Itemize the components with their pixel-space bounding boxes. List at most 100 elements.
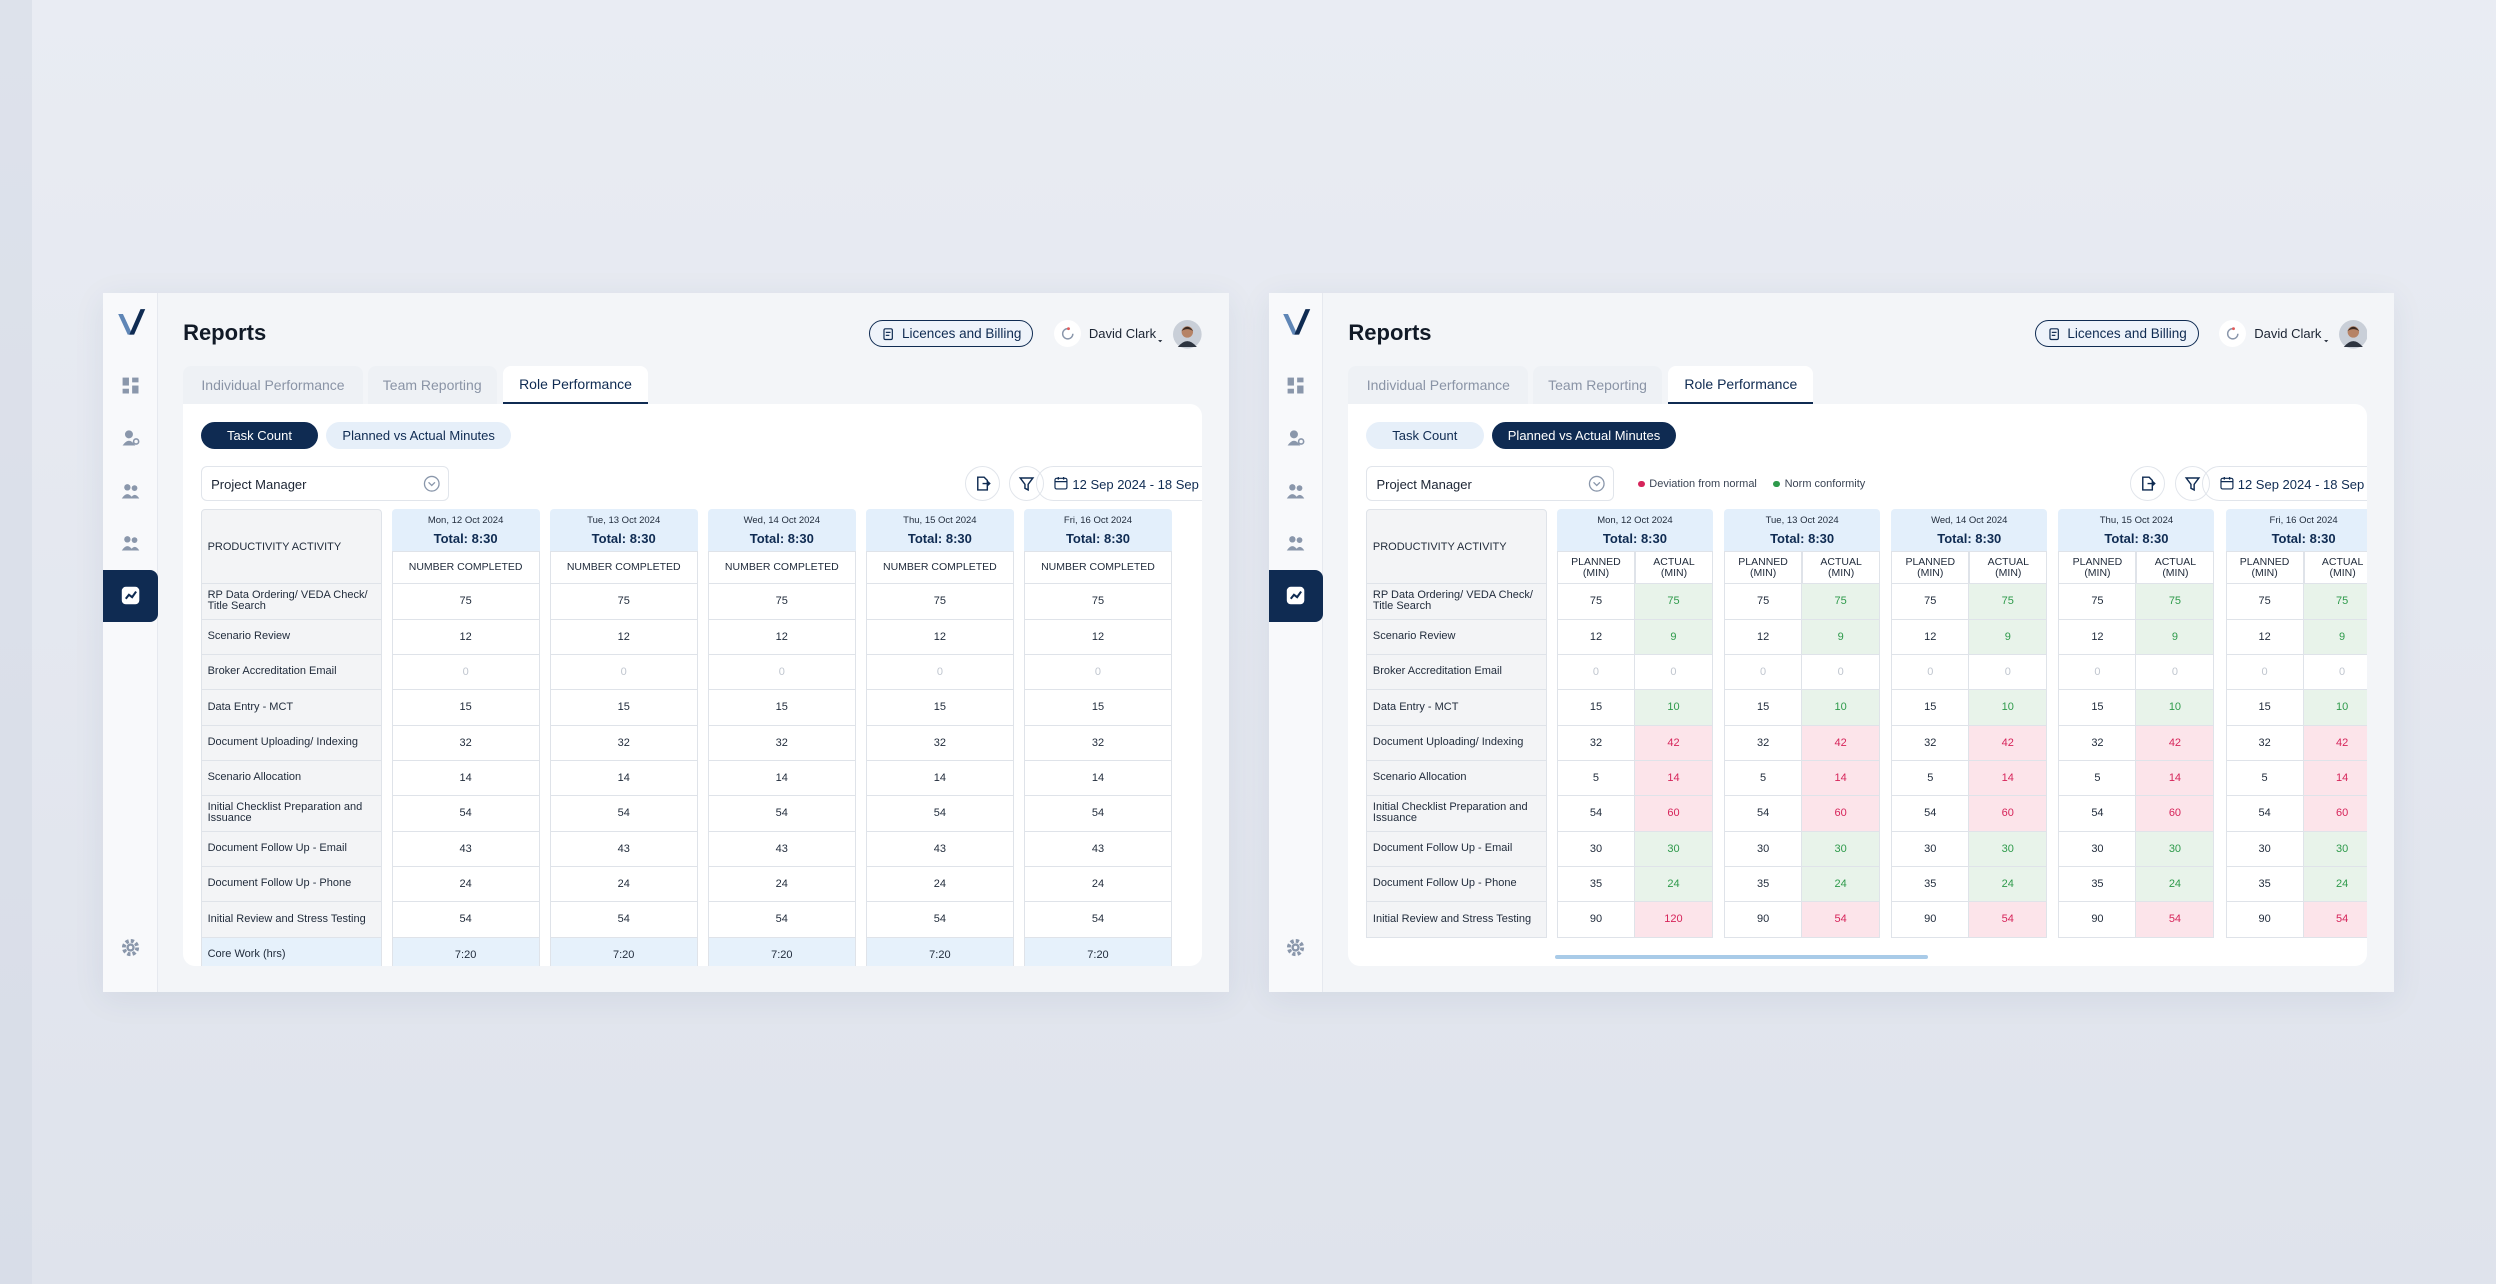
icon-part xyxy=(2347,326,2359,332)
tab-active[interactable]: Role Performance xyxy=(503,366,648,405)
nav-user[interactable] xyxy=(121,428,140,447)
logo xyxy=(115,306,147,341)
refresh-icon xyxy=(1059,325,1077,343)
icon-part xyxy=(1178,341,1198,348)
icon xyxy=(2184,477,2200,492)
export-icon xyxy=(2138,474,2157,493)
nav-team[interactable] xyxy=(121,481,140,500)
count-cell: 0 xyxy=(865,654,1014,691)
icon-part xyxy=(1287,546,1299,551)
nav-roles[interactable] xyxy=(1286,533,1305,552)
refresh-wrap[interactable] xyxy=(1053,319,1081,348)
role-select[interactable]: Project Manager xyxy=(1365,466,1615,502)
billing-button[interactable]: Licences and Billing xyxy=(2034,319,2199,348)
billing-label: Licences and Billing xyxy=(902,325,1022,341)
export-button[interactable] xyxy=(964,466,1000,502)
actual-cell: 9 xyxy=(1634,619,1713,655)
sidebar xyxy=(103,292,158,992)
icon-part xyxy=(982,481,991,487)
count-cell: 54 xyxy=(549,902,698,938)
tab[interactable]: Team Reporting xyxy=(367,366,497,405)
count-cell: 24 xyxy=(707,866,856,903)
actual-cell: 14 xyxy=(2303,760,2368,797)
activity-cell: Core Work (hrs) xyxy=(200,937,383,967)
actual-cell: 0 xyxy=(2303,654,2368,691)
planned-cell: 32 xyxy=(2058,725,2137,761)
planned-cell: 90 xyxy=(2058,902,2137,938)
nav-dashboard[interactable] xyxy=(1286,376,1305,395)
day-date: Wed, 14 Oct 2024 xyxy=(1931,515,2008,527)
view-toggle[interactable]: Planned vs Actual Minutes xyxy=(326,421,511,449)
date-range-button[interactable]: 12 Sep 2024 - 18 Sep 2024 xyxy=(1036,466,1202,502)
icon xyxy=(1019,477,1035,492)
nav-team[interactable] xyxy=(1286,481,1305,500)
icon xyxy=(1588,476,1605,493)
user-caret xyxy=(2323,331,2329,343)
tab[interactable]: Team Reporting xyxy=(1533,366,1663,405)
actual-cell: 30 xyxy=(1634,831,1713,867)
column-header: NUMBER COMPLETED xyxy=(391,550,540,585)
icon-part xyxy=(121,546,133,551)
activity-cell: Initial Checklist Preparation and Issuan… xyxy=(1365,796,1548,832)
icon-part xyxy=(423,476,440,493)
role-select[interactable]: Project Manager xyxy=(200,466,449,502)
planned-cell: 90 xyxy=(1556,902,1635,938)
nav-settings[interactable] xyxy=(1286,938,1305,957)
date-range-label: 12 Sep 2024 - 18 Sep 2024 xyxy=(2237,476,2368,492)
planned-cell: 90 xyxy=(2225,902,2304,938)
actual-cell: 30 xyxy=(2136,831,2215,867)
activity-cell: Initial Review and Stress Testing xyxy=(200,902,383,938)
actual-cell: 14 xyxy=(2136,760,2215,797)
avatar[interactable] xyxy=(1173,319,1202,349)
billing-button[interactable]: Licences and Billing xyxy=(869,319,1034,348)
view-toggle-active[interactable]: Task Count xyxy=(200,421,319,449)
actual-cell: 30 xyxy=(1802,831,1881,867)
day-date: Fri, 16 Oct 2024 xyxy=(2269,515,2338,527)
icon-part xyxy=(2343,341,2363,348)
icon-part xyxy=(2147,481,2156,487)
icon xyxy=(121,536,140,551)
count-cell: 54 xyxy=(391,902,540,938)
tab[interactable]: Individual Performance xyxy=(183,366,363,405)
icon-part xyxy=(1287,377,1295,386)
user-name[interactable]: David Clark xyxy=(1088,326,1157,342)
icon xyxy=(1287,483,1305,499)
planned-cell: 54 xyxy=(2058,796,2137,832)
nav-user[interactable] xyxy=(1286,428,1305,447)
activity-cell: RP Data Ordering/ VEDA Check/ Title Sear… xyxy=(1365,584,1548,620)
planned-cell: 32 xyxy=(2225,725,2304,761)
day-date: Tue, 13 Oct 2024 xyxy=(587,515,661,527)
count-cell: 75 xyxy=(1023,584,1172,620)
nav-settings[interactable] xyxy=(121,938,140,957)
horizontal-scrollbar[interactable] xyxy=(1555,955,1928,960)
avatar[interactable] xyxy=(2338,319,2368,349)
date-range-button[interactable]: 12 Sep 2024 - 18 Sep 2024 xyxy=(2201,466,2368,502)
count-cell: 43 xyxy=(707,831,856,867)
user-name[interactable]: David Clark xyxy=(2254,326,2322,342)
icon-part xyxy=(1593,482,1601,487)
count-cell: 24 xyxy=(549,866,698,903)
report-card: Task Count Planned vs Actual Minutes Proje… xyxy=(1348,404,2368,967)
actual-cell: 75 xyxy=(1634,584,1713,620)
tab-active[interactable]: Role Performance xyxy=(1668,366,1814,405)
actual-cell: 60 xyxy=(1634,796,1713,832)
count-cell: 14 xyxy=(1023,760,1172,797)
icon xyxy=(117,308,145,335)
filter-icon xyxy=(2183,474,2202,493)
tab[interactable]: Individual Performance xyxy=(1348,366,1529,405)
planned-cell: 5 xyxy=(1556,760,1635,797)
export-button[interactable] xyxy=(2130,466,2166,502)
view-toggle[interactable]: Task Count xyxy=(1365,421,1484,449)
nav-roles[interactable] xyxy=(121,533,140,552)
planned-cell: 5 xyxy=(2058,760,2137,797)
nav-dashboard[interactable] xyxy=(121,376,140,395)
count-cell: 75 xyxy=(865,584,1014,620)
planned-cell: 12 xyxy=(1724,619,1803,655)
actual-cell: 10 xyxy=(2136,690,2215,726)
count-cell: 43 xyxy=(549,831,698,867)
view-toggle-active[interactable]: Planned vs Actual Minutes xyxy=(1491,421,1677,449)
day-header xyxy=(549,509,698,551)
day-total: Total: 8:30 xyxy=(433,530,498,546)
refresh-wrap[interactable] xyxy=(2219,319,2247,348)
icon xyxy=(121,938,140,956)
